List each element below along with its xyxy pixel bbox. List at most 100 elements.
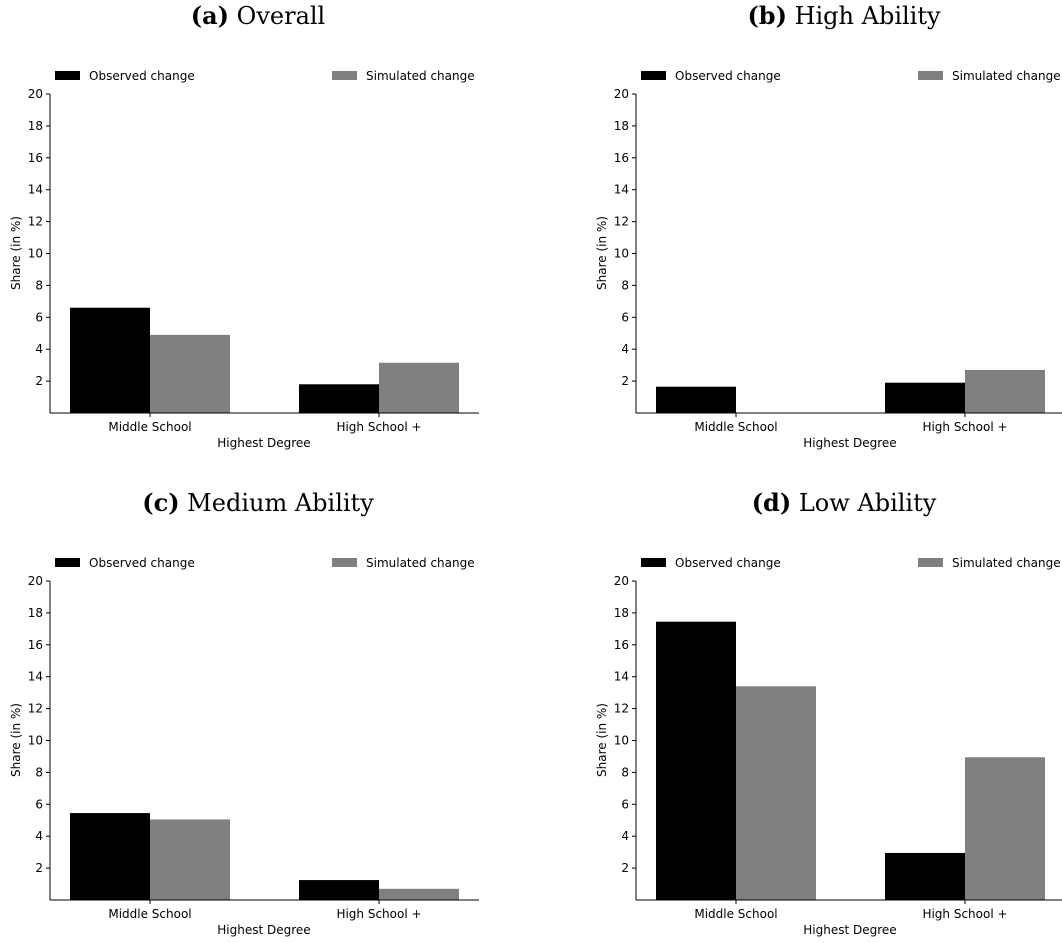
y-tick-label: 10 [28, 247, 43, 261]
x-tick-label: Middle School [108, 420, 191, 434]
y-tick-label: 16 [28, 638, 43, 652]
bar-observed-1 [656, 621, 736, 900]
bar-observed-2 [885, 382, 965, 413]
bar-simulated-1 [150, 819, 230, 900]
bar-simulated-2 [379, 362, 459, 413]
y-axis-label: Share (in %) [595, 703, 609, 777]
y-tick-label: 16 [614, 638, 629, 652]
legend-swatch-simulated [332, 71, 357, 80]
y-axis-label: Share (in %) [9, 216, 23, 290]
bar-simulated-1 [150, 334, 230, 413]
panel-title-text: Overall [229, 2, 325, 30]
y-tick-label: 12 [28, 215, 43, 229]
panel-title: (b) High Ability [747, 1, 941, 30]
legend-swatch-observed [641, 558, 666, 567]
chart-panel-1: (a) Overall Observed change Simulated chan… [9, 1, 479, 450]
y-tick-label: 2 [35, 374, 43, 388]
bar-observed-2 [299, 880, 379, 900]
y-tick-label: 2 [621, 861, 629, 875]
y-tick-label: 6 [35, 310, 43, 324]
panel-title: (a) Overall [191, 1, 325, 30]
bar-simulated-2 [965, 757, 1045, 900]
bar-observed-2 [885, 852, 965, 900]
y-tick-label: 18 [28, 606, 43, 620]
legend-label-observed: Observed change [89, 69, 195, 83]
y-tick-label: 8 [621, 765, 629, 779]
x-tick-label: High School + [336, 420, 421, 434]
legend-swatch-observed [641, 71, 666, 80]
y-tick-label: 2 [621, 374, 629, 388]
x-tick-label: Middle School [694, 907, 777, 921]
panel-title-text: Medium Ability [180, 489, 375, 517]
y-tick-label: 6 [35, 797, 43, 811]
panel-label: (a) [191, 1, 229, 30]
y-tick-label: 12 [28, 702, 43, 716]
y-tick-label: 10 [614, 734, 629, 748]
y-tick-label: 14 [28, 670, 43, 684]
y-tick-label: 20 [28, 574, 43, 588]
y-axis-label: Share (in %) [9, 703, 23, 777]
y-tick-label: 10 [614, 247, 629, 261]
legend-label-simulated: Simulated change [952, 556, 1061, 570]
panel-title: (d) Low Ability [752, 488, 937, 517]
bar-observed-1 [70, 307, 150, 413]
panel-title-text: Low Ability [791, 489, 937, 517]
y-tick-label: 16 [28, 151, 43, 165]
y-tick-label: 12 [614, 702, 629, 716]
legend-swatch-simulated [918, 71, 943, 80]
legend-label-simulated: Simulated change [366, 556, 475, 570]
legend-label-observed: Observed change [89, 556, 195, 570]
y-tick-label: 6 [621, 310, 629, 324]
x-axis-label: Highest Degree [217, 436, 310, 450]
y-tick-label: 10 [28, 734, 43, 748]
x-tick-label: Middle School [694, 420, 777, 434]
legend-label-simulated: Simulated change [366, 69, 475, 83]
y-tick-label: 20 [28, 87, 43, 101]
y-tick-label: 14 [614, 183, 629, 197]
legend-label-observed: Observed change [675, 556, 781, 570]
bar-observed-1 [656, 386, 736, 413]
y-tick-label: 8 [35, 765, 43, 779]
x-tick-label: High School + [336, 907, 421, 921]
legend-swatch-simulated [332, 558, 357, 567]
y-tick-label: 4 [621, 342, 629, 356]
y-tick-label: 18 [28, 119, 43, 133]
y-tick-label: 12 [614, 215, 629, 229]
y-tick-label: 16 [614, 151, 629, 165]
y-tick-label: 6 [621, 797, 629, 811]
y-tick-label: 20 [614, 574, 629, 588]
x-axis-label: Highest Degree [803, 436, 896, 450]
chart-panel-4: (d) Low Ability Observed change Simulated … [595, 488, 1062, 937]
legend-swatch-simulated [918, 558, 943, 567]
y-tick-label: 4 [621, 829, 629, 843]
legend-swatch-observed [55, 71, 80, 80]
x-tick-label: Middle School [108, 907, 191, 921]
bar-observed-1 [70, 813, 150, 900]
x-tick-label: High School + [922, 907, 1007, 921]
y-tick-label: 14 [28, 183, 43, 197]
bar-observed-2 [299, 384, 379, 413]
y-tick-label: 14 [614, 670, 629, 684]
y-tick-label: 2 [35, 861, 43, 875]
y-tick-label: 8 [621, 278, 629, 292]
panel-label: (d) [752, 488, 792, 517]
bar-simulated-2 [965, 369, 1045, 413]
panel-title: (c) Medium Ability [142, 488, 374, 517]
panel-title-text: High Ability [787, 2, 941, 30]
x-tick-label: High School + [922, 420, 1007, 434]
x-axis-label: Highest Degree [217, 923, 310, 937]
bar-simulated-2 [379, 888, 459, 900]
bar-simulated-1 [736, 686, 816, 900]
legend-label-observed: Observed change [675, 69, 781, 83]
y-tick-label: 4 [35, 342, 43, 356]
y-tick-label: 18 [614, 606, 629, 620]
panel-label: (b) [747, 1, 787, 30]
y-tick-label: 8 [35, 278, 43, 292]
y-tick-label: 18 [614, 119, 629, 133]
x-axis-label: Highest Degree [803, 923, 896, 937]
panel-label: (c) [142, 488, 179, 517]
legend-label-simulated: Simulated change [952, 69, 1061, 83]
chart-panel-3: (c) Medium Ability Observed change Simulat… [9, 488, 479, 937]
y-axis-label: Share (in %) [595, 216, 609, 290]
